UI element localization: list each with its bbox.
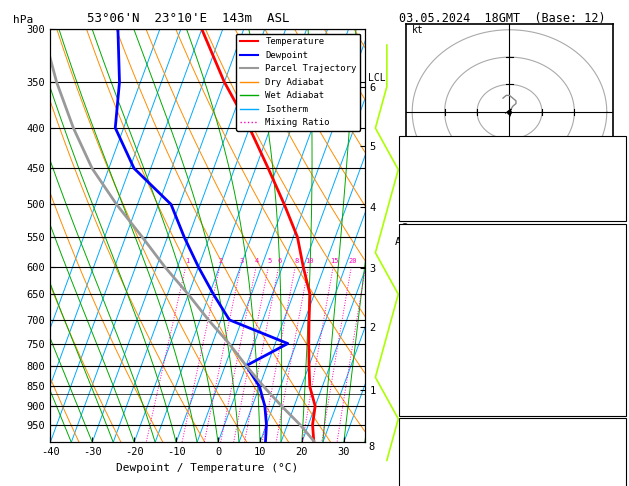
Text: PW (cm): PW (cm) <box>403 193 447 204</box>
Text: Surface: Surface <box>491 227 535 238</box>
Text: 53°06'N  23°10'E  143m  ASL: 53°06'N 23°10'E 143m ASL <box>87 12 290 25</box>
Text: 320: 320 <box>604 475 623 486</box>
Text: Mixing Ratio (g/kg): Mixing Ratio (g/kg) <box>401 180 411 292</box>
Text: 6: 6 <box>277 258 282 264</box>
Text: 11.2: 11.2 <box>598 281 623 291</box>
Text: 8: 8 <box>294 258 298 264</box>
Text: Most Unstable: Most Unstable <box>472 422 554 432</box>
Text: LCL: LCL <box>368 73 386 83</box>
Text: Lifted Index: Lifted Index <box>403 334 477 345</box>
Text: θₑ(K): θₑ(K) <box>403 308 434 318</box>
Text: kt: kt <box>412 24 424 35</box>
Text: 892: 892 <box>604 361 623 371</box>
Text: 5: 5 <box>267 258 272 264</box>
Legend: Temperature, Dewpoint, Parcel Trajectory, Dry Adiabat, Wet Adiabat, Isotherm, Mi: Temperature, Dewpoint, Parcel Trajectory… <box>237 34 360 131</box>
Text: 20: 20 <box>348 258 357 264</box>
Text: 0: 0 <box>616 388 623 398</box>
Text: 10: 10 <box>305 258 314 264</box>
Text: 4: 4 <box>255 258 259 264</box>
Text: 12: 12 <box>610 140 623 150</box>
Text: K: K <box>403 140 409 150</box>
Text: 1: 1 <box>185 258 189 264</box>
Text: CIN (J): CIN (J) <box>403 388 447 398</box>
X-axis label: Dewpoint / Temperature (°C): Dewpoint / Temperature (°C) <box>116 463 299 473</box>
Text: 03.05.2024  18GMT  (Base: 12): 03.05.2024 18GMT (Base: 12) <box>399 12 606 25</box>
Text: 1.86: 1.86 <box>598 193 623 204</box>
Text: Dewp (°C): Dewp (°C) <box>403 281 459 291</box>
Text: θₑ (K): θₑ (K) <box>403 475 440 486</box>
Text: CAPE (J): CAPE (J) <box>403 361 452 371</box>
Text: 2: 2 <box>219 258 223 264</box>
Text: 55: 55 <box>610 167 623 177</box>
Text: 3: 3 <box>240 258 244 264</box>
Text: Totals Totals: Totals Totals <box>403 167 484 177</box>
Text: 15: 15 <box>330 258 338 264</box>
Y-axis label: km
ASL: km ASL <box>394 225 413 246</box>
Text: Pressure (mb): Pressure (mb) <box>403 449 484 459</box>
Text: hPa: hPa <box>13 15 33 25</box>
Text: 996: 996 <box>604 449 623 459</box>
Text: 320: 320 <box>604 308 623 318</box>
Text: 22.7: 22.7 <box>598 254 623 264</box>
Text: -3: -3 <box>610 334 623 345</box>
Text: Temp (°C): Temp (°C) <box>403 254 459 264</box>
Text: 8: 8 <box>368 442 374 452</box>
